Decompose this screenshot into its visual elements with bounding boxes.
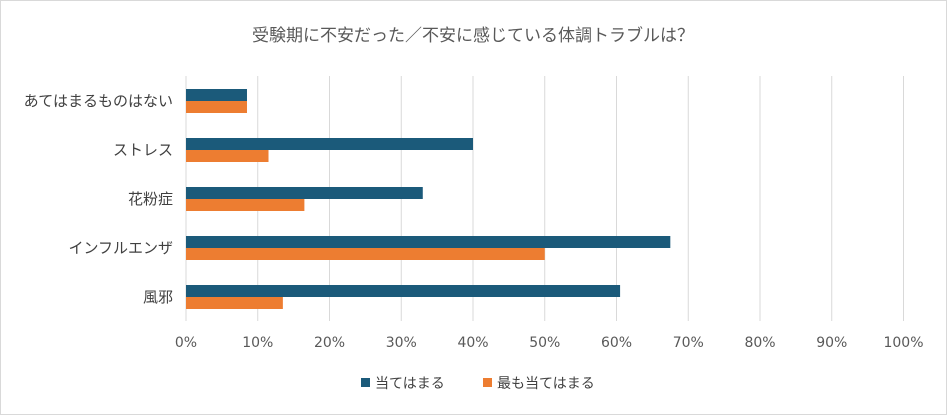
- category-label: 花粉症: [128, 190, 173, 208]
- legend-swatch: [361, 378, 370, 387]
- bar-applies: [186, 187, 423, 199]
- x-tick-label: 100%: [883, 335, 923, 351]
- legend: 当てはまる 最も当てはまる: [361, 376, 595, 392]
- chart-title: 受験期に不安だった／不安に感じている体調トラブルは？: [252, 25, 694, 46]
- bar-most-applies: [186, 101, 247, 113]
- legend-label: 最も当てはまる: [497, 376, 595, 392]
- legend-label: 当てはまる: [375, 376, 445, 392]
- x-tick-label: 30%: [386, 335, 417, 351]
- bar-applies: [186, 285, 621, 297]
- category-label: ストレス: [113, 141, 173, 159]
- bar-most-applies: [186, 150, 269, 162]
- x-tick-label: 20%: [314, 335, 345, 351]
- x-tick-label: 80%: [744, 335, 775, 351]
- grid-lines: [185, 76, 904, 321]
- x-tick-label: 50%: [529, 335, 560, 351]
- bar-most-applies: [186, 297, 283, 309]
- x-tick-label: 70%: [673, 335, 704, 351]
- x-tick-label: 40%: [457, 335, 488, 351]
- x-tick-label: 60%: [601, 335, 632, 351]
- category-label: 風邪: [143, 288, 173, 306]
- legend-swatch: [483, 378, 492, 387]
- bar-applies: [186, 89, 247, 101]
- category-label: インフルエンザ: [68, 239, 173, 257]
- category-label: あてはまるものはない: [24, 92, 173, 110]
- bar-most-applies: [186, 199, 305, 211]
- bar-most-applies: [186, 248, 545, 260]
- legend-item: 当てはまる: [361, 376, 445, 392]
- x-tick-label: 10%: [242, 335, 273, 351]
- x-axis-tick-labels: 0% 10% 20% 30% 40% 50% 60% 70% 80% 90% 100%: [175, 335, 924, 351]
- bar-applies: [186, 138, 473, 150]
- legend-item: 最も当てはまる: [483, 376, 595, 392]
- bars: [186, 89, 671, 309]
- x-tick-label: 90%: [816, 335, 847, 351]
- bar-applies: [186, 236, 671, 248]
- x-tick-label: 0%: [175, 335, 197, 351]
